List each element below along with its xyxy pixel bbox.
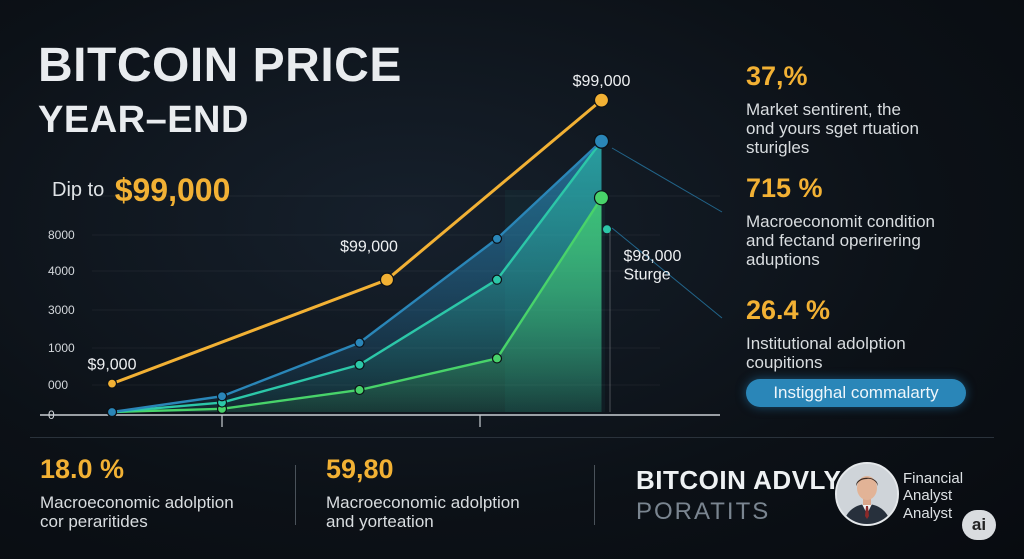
data-point-blue bbox=[106, 406, 118, 418]
data-point-blue bbox=[216, 391, 228, 402]
role-line: Analyst bbox=[903, 487, 953, 505]
data-label: $99,000 bbox=[340, 239, 398, 256]
title-line-1: BITCOIN PRICE bbox=[38, 39, 402, 92]
stat-desc-line: Macroeconomit condition bbox=[746, 211, 935, 231]
data-point-gold bbox=[106, 378, 118, 389]
stat-bottom-2: 59,80 Macroeconomic adolption and yortea… bbox=[326, 454, 520, 531]
brand-subtitle: PORATITS bbox=[636, 498, 771, 525]
stat-desc-line: ond yours sget rtuation bbox=[746, 118, 919, 138]
y-tick-label: 3000 bbox=[48, 303, 75, 317]
stat-desc-line: Market sentirent, the bbox=[746, 99, 901, 119]
stat-description: Macroeconomit condition and fectand oper… bbox=[746, 212, 935, 269]
series-area-green bbox=[112, 197, 602, 412]
analyst-role: Financial Analyst Analyst bbox=[903, 470, 963, 522]
stat-desc-line: and fectand operirering bbox=[746, 230, 921, 250]
stat-right-2: 715 % Macroeconomit condition and fectan… bbox=[746, 173, 935, 269]
stat-right-3: 26.4 % Institutional adolption coupition… bbox=[746, 295, 906, 372]
data-point-teal bbox=[354, 359, 365, 370]
stat-desc-line: Macroeconomic adolption bbox=[326, 492, 520, 512]
chart-title: BITCOIN PRICE YEAR–END bbox=[38, 40, 402, 141]
stat-value: 59,80 bbox=[326, 454, 394, 484]
title-line-2: YEAR–END bbox=[38, 98, 249, 141]
highlight-band bbox=[505, 190, 605, 412]
data-point-outlier bbox=[603, 225, 611, 234]
stat-right-1: 37,% Market sentirent, the ond yours sge… bbox=[746, 61, 919, 157]
stat-value: 26.4 % bbox=[746, 295, 831, 325]
data-label: $99,000 bbox=[573, 73, 631, 90]
person-icon bbox=[837, 464, 897, 524]
data-point-green bbox=[593, 190, 610, 206]
data-point-gold bbox=[593, 92, 610, 108]
stat-desc-line: coupitions bbox=[746, 352, 823, 372]
data-point-blue bbox=[593, 133, 610, 149]
stat-description: Macroeconomic adolption cor peraritides bbox=[40, 493, 234, 531]
stat-value: 18.0 % bbox=[40, 454, 125, 484]
data-point-blue bbox=[354, 337, 365, 348]
data-point-teal bbox=[491, 274, 503, 285]
section-divider bbox=[30, 437, 994, 438]
column-divider bbox=[594, 465, 595, 525]
stat-value: 37,% bbox=[746, 61, 808, 91]
stat-desc-line: sturigles bbox=[746, 137, 810, 157]
data-label: $98,000 bbox=[624, 248, 682, 265]
headline-amount: $99,000 bbox=[114, 172, 231, 208]
stat-description: Institutional adolption coupitions bbox=[746, 334, 906, 372]
ai-badge: ai bbox=[962, 510, 996, 540]
y-tick-label: 000 bbox=[48, 378, 68, 392]
data-label: $9,000 bbox=[88, 357, 137, 374]
stat-desc-line: and yorteation bbox=[326, 511, 434, 531]
column-divider bbox=[295, 465, 296, 525]
headline-dip: Dip to $99,000 bbox=[52, 172, 230, 209]
stat-desc-line: Macroeconomic adolption bbox=[40, 492, 234, 512]
callout-leader bbox=[611, 147, 723, 213]
analyst-avatar bbox=[835, 462, 899, 526]
data-point-blue bbox=[491, 233, 503, 244]
data-point-gold bbox=[379, 272, 395, 287]
role-line: Analyst bbox=[903, 504, 953, 522]
headline-prefix: Dip to bbox=[52, 179, 105, 201]
y-tick-label: 4000 bbox=[48, 264, 75, 278]
data-point-green bbox=[491, 353, 503, 364]
data-label: Sturge bbox=[624, 267, 671, 284]
callout-leader bbox=[611, 227, 723, 319]
role-line: Financial bbox=[903, 470, 964, 487]
series-area-teal bbox=[112, 141, 602, 412]
y-tick-label: 1000 bbox=[48, 341, 75, 355]
stat-description: Market sentirent, the ond yours sget rtu… bbox=[746, 100, 919, 157]
stat-desc-line: Institutional adolption bbox=[746, 333, 906, 353]
stat-desc-line: aduptions bbox=[746, 249, 820, 269]
commentary-pill-button[interactable]: Instigghal commalarty bbox=[746, 379, 966, 407]
stat-description: Macroeconomic adolption and yorteation bbox=[326, 493, 520, 531]
y-tick-label: 8000 bbox=[48, 228, 75, 242]
data-point-green bbox=[354, 384, 365, 396]
stat-bottom-1: 18.0 % Macroeconomic adolption cor perar… bbox=[40, 454, 234, 531]
stat-value: 715 % bbox=[746, 173, 823, 203]
stat-desc-line: cor peraritides bbox=[40, 511, 148, 531]
